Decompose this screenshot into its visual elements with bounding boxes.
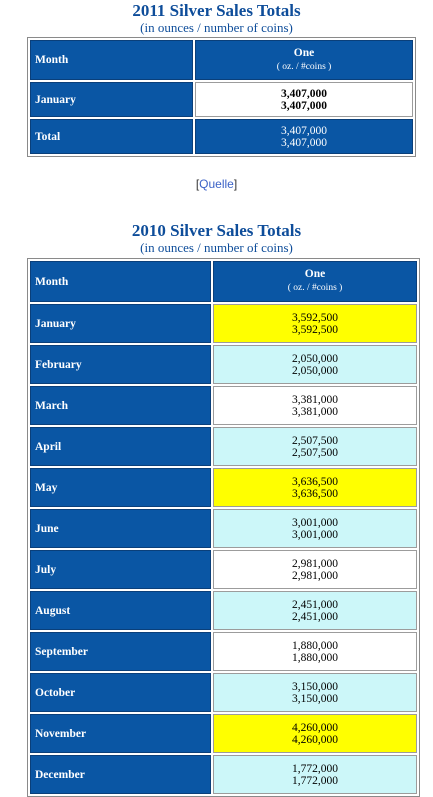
subtitle-2010: (in ounces / number of coins) (140, 240, 293, 255)
title-2010: 2010 Silver Sales Totals (131, 221, 302, 240)
month-cell: December (30, 755, 211, 794)
month-cell: January (30, 304, 211, 343)
coins-value: 1,772,000 (292, 774, 338, 787)
ounces-value: 3,150,000 (292, 680, 338, 693)
ounces-value: 2,050,000 (292, 352, 338, 365)
coins-value: 3,001,000 (292, 528, 338, 541)
table-row: May 3,636,500 3,636,500 (30, 468, 417, 507)
ounces-value: 2,507,500 (292, 434, 338, 447)
bracket-open: [ (195, 177, 200, 191)
ounces-value: 1,880,000 (292, 639, 338, 652)
ounces-value: 2,451,000 (292, 598, 338, 611)
value-cell: 2,451,000 2,451,000 (213, 591, 417, 630)
ounces-value: 2,981,000 (292, 557, 338, 570)
coins-value: 2,451,000 (292, 610, 338, 623)
coins-value: 3,636,500 (292, 487, 338, 500)
header-month: Month (30, 261, 211, 302)
table-row: February 2,050,000 2,050,000 (30, 345, 417, 384)
coins-value: 3,407,000 (281, 99, 327, 112)
header-unit: ( oz. / #coins ) (287, 283, 343, 293)
value-cell: 2,507,500 2,507,500 (213, 427, 417, 466)
month-cell: July (30, 550, 211, 589)
coins-value: 2,507,500 (292, 446, 338, 459)
ounces-value: 3,636,500 (292, 475, 338, 488)
table-row: December 1,772,000 1,772,000 (30, 755, 417, 794)
table-2010: Month One ( oz. / #coins ) January 3,592,… (27, 258, 420, 797)
coins-value: 4,260,000 (292, 733, 338, 746)
value-cell: 1,880,000 1,880,000 (213, 632, 417, 671)
table-row: November 4,260,000 4,260,000 (30, 714, 417, 753)
header-one: One ( oz. / #coins ) (213, 261, 417, 302)
value-cell: 3,636,500 3,636,500 (213, 468, 417, 507)
value-cell: 3,381,000 3,381,000 (213, 386, 417, 425)
value-cell: 2,981,000 2,981,000 (213, 550, 417, 589)
ounces-value: 3,592,500 (292, 311, 338, 324)
coins-value: 2,981,000 (292, 569, 338, 582)
value-cell: 3,150,000 3,150,000 (213, 673, 417, 712)
header-month: Month (30, 40, 193, 80)
value-cell: 1,772,000 1,772,000 (213, 755, 417, 794)
total-value-cell: 3,407,000 3,407,000 (195, 119, 413, 154)
ounces-value: 4,260,000 (292, 721, 338, 734)
header-one-label: One (304, 268, 326, 280)
month-cell: June (30, 509, 211, 548)
title-2011: 2011 Silver Sales Totals (132, 1, 301, 20)
coins-value: 2,050,000 (292, 364, 338, 377)
value-cell: 3,592,500 3,592,500 (213, 304, 417, 343)
table-row: June 3,001,000 3,001,000 (30, 509, 417, 548)
subtitle-2011: (in ounces / number of coins) (140, 20, 293, 35)
month-cell: February (30, 345, 211, 384)
table-row: April 2,507,500 2,507,500 (30, 427, 417, 466)
coins-value: 3,381,000 (292, 405, 338, 418)
header-one-label: One (293, 46, 315, 59)
month-cell: September (30, 632, 211, 671)
table-row: March 3,381,000 3,381,000 (30, 386, 417, 425)
month-cell: March (30, 386, 211, 425)
header-unit: ( oz. / #coins ) (276, 61, 332, 72)
table-row: July 2,981,000 2,981,000 (30, 550, 417, 589)
ounces-value: 1,772,000 (292, 762, 338, 775)
table-row: January 3,592,500 3,592,500 (30, 304, 417, 343)
coins-value: 3,592,500 (292, 323, 338, 336)
value-cell: 4,260,000 4,260,000 (213, 714, 417, 753)
table-2011: Month One ( oz. / #coins ) January 3,407… (27, 37, 416, 157)
source-line: [Quelle] (0, 177, 433, 191)
table-row: August 2,451,000 2,451,000 (30, 591, 417, 630)
total-coins: 3,407,000 (281, 136, 327, 149)
coins-value: 1,880,000 (292, 651, 338, 664)
table-row: January 3,407,000 3,407,000 (30, 82, 413, 117)
ounces-value: 3,407,000 (281, 87, 327, 100)
value-cell: 2,050,000 2,050,000 (213, 345, 417, 384)
coins-value: 3,150,000 (292, 692, 338, 705)
source-link[interactable]: Quelle (199, 177, 234, 191)
bracket-close: ] (233, 177, 238, 191)
value-cell: 3,001,000 3,001,000 (213, 509, 417, 548)
ounces-value: 3,001,000 (292, 516, 338, 529)
month-cell: April (30, 427, 211, 466)
total-row: Total 3,407,000 3,407,000 (30, 119, 413, 154)
total-ounces: 3,407,000 (281, 124, 327, 137)
table-row: September 1,880,000 1,880,000 (30, 632, 417, 671)
header-one: One ( oz. / #coins ) (195, 40, 413, 80)
table-row: October 3,150,000 3,150,000 (30, 673, 417, 712)
month-cell: October (30, 673, 211, 712)
month-cell: August (30, 591, 211, 630)
month-cell: May (30, 468, 211, 507)
ounces-value: 3,381,000 (292, 393, 338, 406)
month-cell: November (30, 714, 211, 753)
total-label: Total (30, 119, 193, 154)
value-cell: 3,407,000 3,407,000 (195, 82, 413, 117)
month-cell: January (30, 82, 193, 117)
